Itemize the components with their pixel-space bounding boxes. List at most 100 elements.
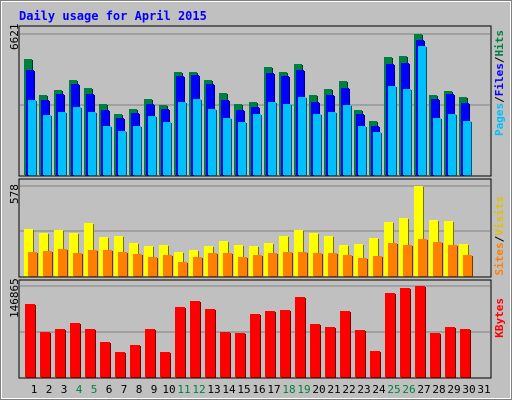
pages-bar-day-6: [103, 126, 112, 176]
pages-bar-day-12: [193, 99, 202, 176]
sites-bar-day-18: [283, 252, 293, 277]
day-label-27: 27: [417, 383, 430, 396]
sites-bar-day-26-fill: [403, 245, 412, 276]
sites-bar-day-16: [253, 255, 263, 277]
pages-bar-day-27-fill: [418, 46, 426, 175]
pages-bar-day-15: [238, 122, 247, 176]
legend-sites: Sites: [493, 242, 506, 275]
pages-bar-day-1: [28, 100, 37, 176]
sites-bar-day-9-fill: [148, 257, 157, 276]
kbytes-bar-day-11-fill: [175, 307, 185, 377]
pages-bar-day-2-fill: [43, 115, 51, 175]
sites-bar-day-3: [58, 249, 68, 277]
kbytes-bar-day-21-fill: [325, 327, 335, 377]
pages-bar-day-9-fill: [148, 116, 156, 175]
kbytes-bar-day-30: [460, 329, 471, 378]
kbytes-bar-day-4-fill: [70, 323, 80, 377]
sites-bar-day-21: [328, 253, 338, 277]
sites-bar-day-7: [118, 252, 128, 277]
sites-bar-day-2: [43, 251, 53, 277]
sites-bar-day-12-fill: [193, 257, 202, 276]
pages-bar-day-23-fill: [358, 126, 366, 175]
sites-bar-day-23: [358, 258, 368, 277]
day-label-15: 15: [237, 383, 250, 396]
kbytes-bar-day-19-fill: [295, 297, 305, 377]
day-label-8: 8: [136, 383, 143, 396]
day-label-25: 25: [387, 383, 400, 396]
pages-bar-day-21-fill: [328, 112, 336, 175]
day-label-11: 11: [177, 383, 190, 396]
visits-bar-day-27: [414, 186, 424, 277]
sites-bar-day-16-fill: [253, 255, 262, 276]
hits-files-pages-panel: 6621 Pages/Files/Hits: [8, 24, 506, 177]
day-label-26: 26: [402, 383, 415, 396]
pages-bar-day-5: [88, 112, 97, 176]
sites-bar-day-24-fill: [373, 256, 382, 276]
kbytes-bar-day-12-fill: [190, 301, 200, 377]
kbytes-bar-day-5: [85, 329, 96, 378]
pages-bar-day-19-fill: [298, 97, 306, 175]
kbytes-bar-day-21: [325, 327, 336, 378]
legend-sep-2: /: [493, 56, 506, 63]
sites-bar-day-1-fill: [28, 252, 37, 276]
day-label-2: 2: [46, 383, 53, 396]
sites-bar-day-30: [463, 255, 473, 277]
pages-bar-day-11-fill: [178, 102, 186, 175]
kbytes-bar-day-13-fill: [205, 309, 215, 377]
sites-bar-day-5: [88, 250, 98, 277]
sites-bar-day-25: [388, 243, 398, 277]
pages-bar-day-23: [358, 126, 367, 176]
visits-right-legend: Sites/Visits: [493, 196, 506, 276]
sites-bar-day-29-fill: [448, 245, 457, 276]
sites-bar-day-21-fill: [328, 253, 337, 276]
legend-pages: Pages: [493, 103, 506, 136]
pages-bar-day-4: [73, 107, 82, 176]
pages-bar-day-3: [58, 112, 67, 176]
day-label-12: 12: [192, 383, 205, 396]
kbytes-right-legend: KBytes: [493, 298, 506, 338]
day-label-29: 29: [447, 383, 460, 396]
sites-bar-day-15: [238, 257, 248, 277]
kbytes-bar-day-3: [55, 329, 66, 378]
day-label-31: 31: [477, 383, 490, 396]
hits-right-legend: Pages/Files/Hits: [493, 30, 506, 136]
pages-bar-day-25-fill: [388, 86, 396, 175]
pages-bar-day-21: [328, 112, 337, 176]
kbytes-bar-day-17-fill: [265, 311, 275, 377]
sites-bar-day-25-fill: [388, 243, 397, 276]
kbytes-bar-day-7: [115, 352, 126, 378]
kbytes-bar-day-28: [430, 333, 441, 378]
sites-bar-day-14-fill: [223, 253, 232, 276]
kbytes-bar-day-29: [445, 327, 456, 378]
sites-bar-day-20-fill: [313, 253, 322, 276]
sites-bar-day-9: [148, 257, 158, 277]
day-label-20: 20: [312, 383, 325, 396]
kbytes-bar-day-6-fill: [100, 342, 110, 377]
pages-bar-day-28-fill: [433, 118, 441, 175]
visits-bar-day-5-fill: [84, 223, 93, 276]
kbytes-bar-day-12: [190, 301, 201, 378]
sites-bar-day-14: [223, 253, 233, 277]
kbytes-axis-max-label: 146865: [8, 278, 21, 318]
visits-axis-max-label: 578: [8, 184, 21, 204]
sites-bar-day-28-fill: [433, 242, 442, 276]
day-label-24: 24: [372, 383, 386, 396]
kbytes-bar-day-23-fill: [355, 330, 365, 377]
pages-bar-day-29-fill: [448, 114, 456, 175]
kbytes-bar-day-16: [250, 314, 261, 378]
pages-bar-day-29: [448, 114, 457, 176]
kbytes-bar-day-29-fill: [445, 327, 455, 377]
day-label-13: 13: [207, 383, 220, 396]
kbytes-bar-day-24-fill: [370, 351, 380, 377]
sites-bar-day-4: [73, 253, 83, 277]
kbytes-bar-day-15: [235, 333, 246, 378]
pages-bar-day-19: [298, 97, 307, 176]
sites-bar-day-8-fill: [133, 254, 142, 276]
kbytes-bar-day-13: [205, 309, 216, 378]
sites-bar-day-29: [448, 245, 458, 277]
pages-bar-day-26-fill: [403, 89, 411, 175]
kbytes-bar-day-19: [295, 297, 306, 378]
kbytes-bar-day-8: [130, 345, 141, 378]
pages-bar-day-3-fill: [58, 112, 66, 175]
